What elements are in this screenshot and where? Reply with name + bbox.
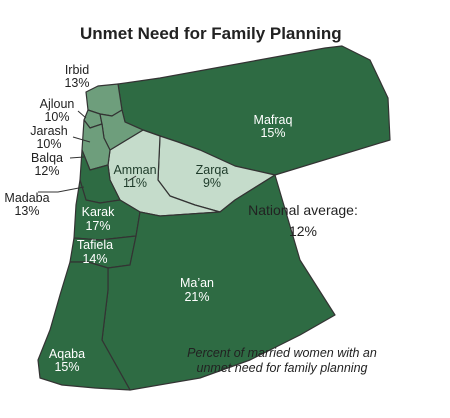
label-irbid-value: 13% xyxy=(64,76,89,90)
label-mafraq-value: 15% xyxy=(260,126,285,140)
label-balqa-name: Balqa xyxy=(31,151,63,165)
label-aqaba-name: Aqaba xyxy=(49,347,85,361)
label-madaba-name: Madaba xyxy=(4,191,49,205)
national-average-value: 12% xyxy=(289,223,317,239)
caption-line-1: Percent of married women with an xyxy=(187,346,377,360)
label-ajloun-name: Ajloun xyxy=(40,97,75,111)
caption-line-2: unmet need for family planning xyxy=(197,361,368,375)
label-maan-value: 21% xyxy=(184,290,209,304)
label-amman-value: 11% xyxy=(123,176,147,190)
label-aqaba-value: 15% xyxy=(54,360,79,374)
label-irbid-name: Irbid xyxy=(65,63,89,77)
label-tafiela-name: Tafiela xyxy=(77,238,113,252)
label-ajloun-value: 10% xyxy=(44,110,69,124)
label-madaba-value: 13% xyxy=(14,204,39,218)
label-karak-name: Karak xyxy=(82,205,115,219)
map-title: Unmet Need for Family Planning xyxy=(80,24,342,43)
map-caption: Percent of married women with an unmet n… xyxy=(187,346,377,375)
label-karak-value: 17% xyxy=(85,219,110,233)
label-balqa-value: 12% xyxy=(34,164,59,178)
label-jarash-name: Jarash xyxy=(30,124,68,138)
label-zarqa-value: 9% xyxy=(203,176,221,190)
label-tafiela-value: 14% xyxy=(82,252,107,266)
national-average-label: National average: xyxy=(248,202,358,218)
leader-ajloun xyxy=(78,111,86,118)
label-jarash-value: 10% xyxy=(36,137,61,151)
label-maan-name: Ma’an xyxy=(180,276,214,290)
label-mafraq-name: Mafraq xyxy=(254,113,293,127)
label-amman-name: Amman xyxy=(113,163,156,177)
label-zarqa-name: Zarqa xyxy=(196,163,229,177)
